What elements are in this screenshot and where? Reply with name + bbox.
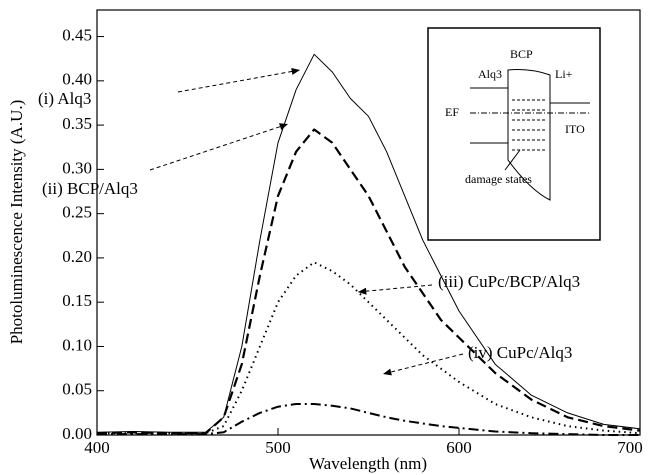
inset-label: damage states: [465, 172, 532, 186]
y-tick-label: 0.30: [62, 158, 92, 177]
label-pointer: [357, 284, 433, 293]
y-tick-label: 0.25: [62, 203, 92, 222]
y-tick-label: 0.40: [62, 70, 92, 89]
pointer-head: [383, 368, 392, 376]
pointer-head: [279, 123, 288, 130]
series-line: [97, 403, 640, 436]
label-pointer: [177, 69, 301, 93]
inset: Alq3 BCP Li+ EF ITO damage states: [427, 27, 601, 241]
y-tick-label: 0.15: [62, 291, 92, 310]
x-axis-label: Wavelength (nm): [309, 454, 427, 473]
series-label: (ii) BCP/Alq3: [42, 179, 138, 198]
series-label: (i) Alq3: [38, 89, 91, 108]
inset-states: [512, 99, 545, 151]
label-pointer: [382, 353, 464, 375]
inset-pointer: [504, 149, 521, 171]
series-line: [97, 261, 641, 435]
pointer-head: [291, 68, 300, 75]
x-tick-label: 400: [84, 438, 110, 457]
inset-bcp: [507, 69, 551, 201]
inset-label: BCP: [510, 47, 533, 61]
x-tick-label: 500: [265, 438, 291, 457]
y-tick-label: 0.35: [62, 114, 92, 133]
series-line: [96, 128, 641, 435]
y-tick-label: 0.45: [62, 25, 92, 44]
inset-label: Li+: [555, 67, 573, 81]
plot-frame: [96, 9, 641, 436]
inset-label: ITO: [565, 122, 585, 136]
pointer-head: [358, 287, 367, 295]
y-tick-label: 0.00: [62, 424, 92, 443]
inset-label: EF: [445, 105, 459, 119]
inset-label: Alq3: [478, 67, 502, 81]
series-label: (iv) CuPc/Alq3: [468, 343, 572, 362]
y-tick-label: 0.05: [62, 380, 92, 399]
x-tick-label: 700: [617, 438, 643, 457]
x-tick-label: 600: [446, 438, 472, 457]
y-tick-label: 0.20: [62, 247, 92, 266]
label-pointer: [149, 123, 289, 171]
y-axis-label: Photoluminescence Intensity (A.U.): [7, 100, 26, 345]
y-tick-label: 0.10: [62, 335, 92, 354]
inset-frame: [427, 27, 601, 241]
series-label: (iii) CuPc/BCP/Alq3: [438, 272, 580, 291]
